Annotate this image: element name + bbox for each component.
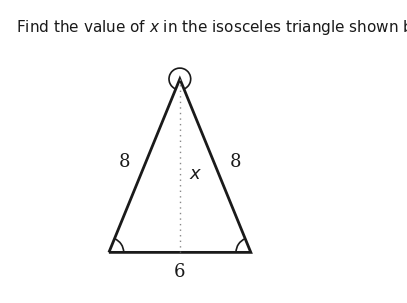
- Text: 8: 8: [119, 153, 130, 171]
- Text: 8: 8: [229, 153, 241, 171]
- Text: $x$: $x$: [189, 165, 202, 182]
- Text: 6: 6: [174, 263, 186, 281]
- Text: Find the value of $x$ in the isosceles triangle shown below.: Find the value of $x$ in the isosceles t…: [16, 18, 407, 37]
